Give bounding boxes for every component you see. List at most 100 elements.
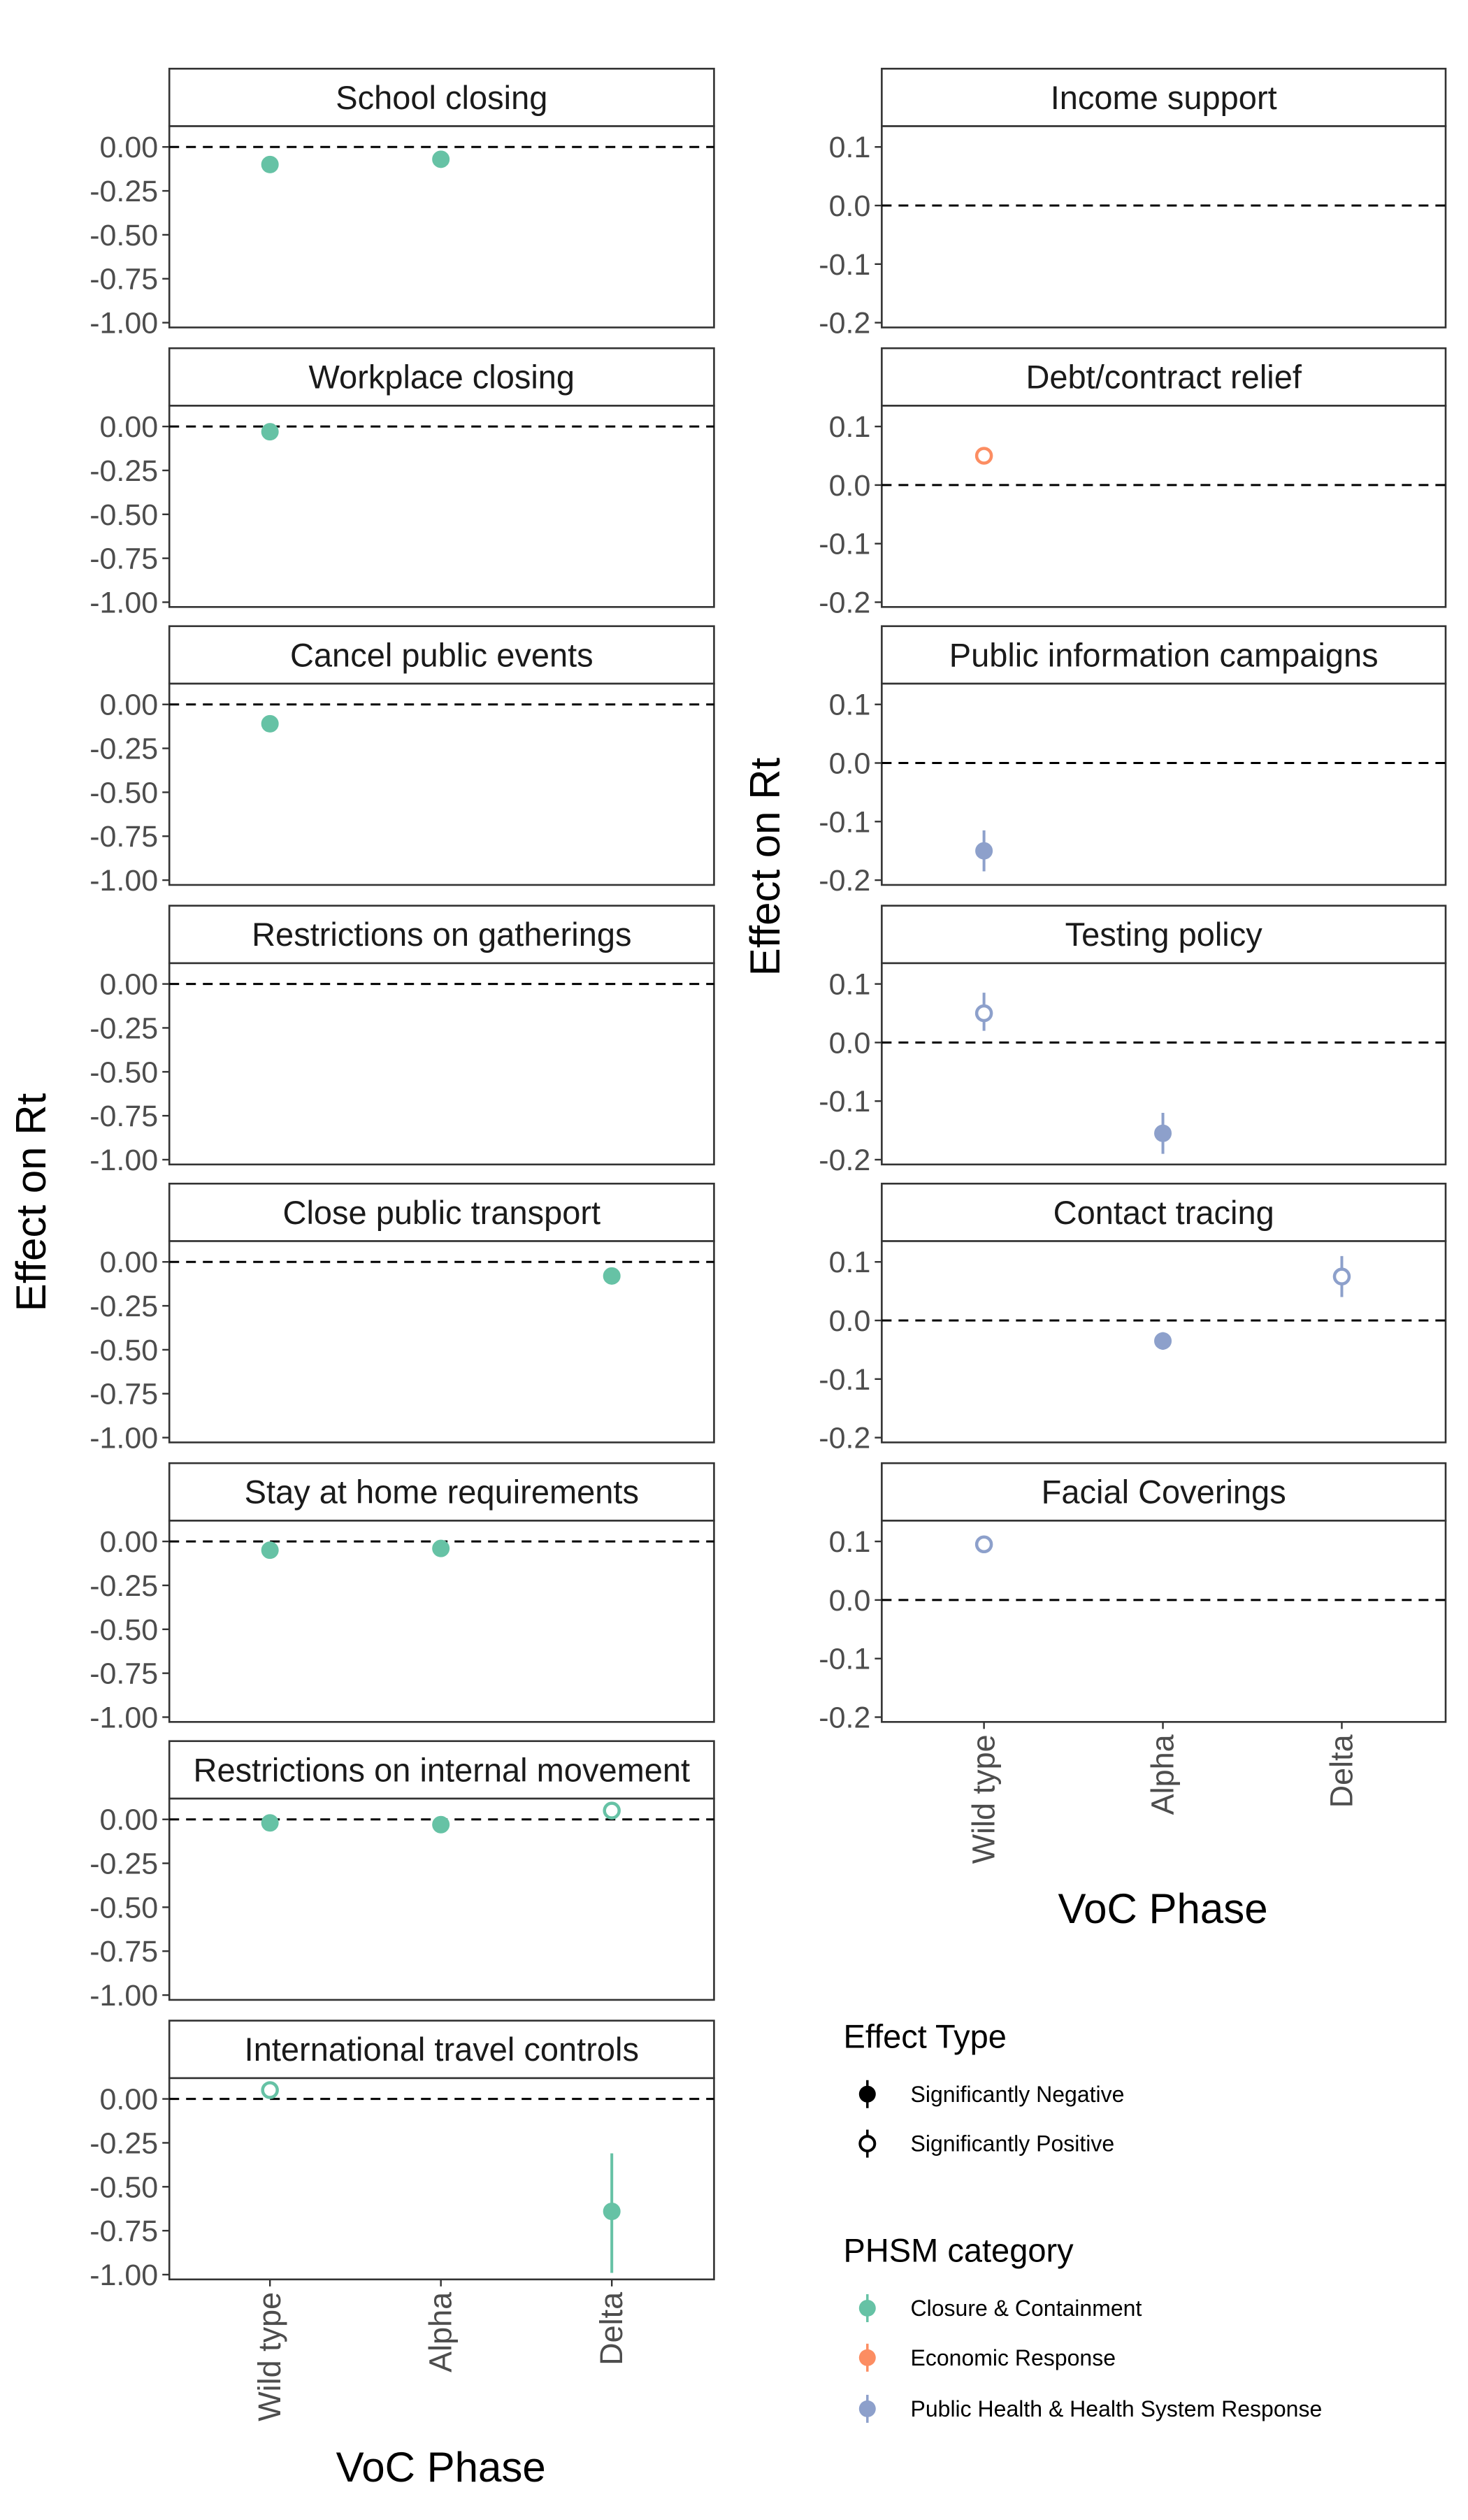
ytick-label-stay-at-home-requirements-4: -1.00 xyxy=(89,1701,158,1734)
panel-strip-testing-policy xyxy=(881,905,1447,965)
legend-label-public-health-health-system-response: Public Health & Health System Response xyxy=(911,2396,1323,2421)
legend-label-closure-containment: Closure & Containment xyxy=(911,2296,1142,2321)
panel-strip-income-support xyxy=(881,67,1447,127)
legend-label-significantly-positive: Significantly Positive xyxy=(911,2131,1115,2157)
ytick-label-cancel-public-events-0: 0.00 xyxy=(100,689,159,722)
panel-plot-close-public-transport xyxy=(168,1240,715,1443)
ytick-label-contact-tracing-1: 0.0 xyxy=(829,1304,871,1338)
panel-title-cancel-public-events: Cancel public events xyxy=(290,636,593,673)
ytick-label-stay-at-home-requirements-2: -0.50 xyxy=(89,1613,158,1647)
ytick-label-close-public-transport-3: -0.75 xyxy=(89,1378,158,1411)
point-close-public-transport-0 xyxy=(603,1267,621,1285)
legend-key-economic-response xyxy=(858,2349,876,2366)
panel-plot-facial-coverings xyxy=(881,1520,1447,1723)
ytick-label-income-support-1: 0.0 xyxy=(829,189,871,223)
panel-strip-school-closing xyxy=(168,67,715,127)
panel-title-restrictions-on-gatherings: Restrictions on gatherings xyxy=(252,916,631,953)
ytick-label-testing-policy-2: -0.1 xyxy=(819,1085,870,1118)
ytick-label-restrictions-on-gatherings-4: -1.00 xyxy=(89,1144,158,1177)
ytick-label-debt-contract-relief-2: -0.1 xyxy=(819,528,870,561)
right-ylabel: Effect on Rt xyxy=(742,757,789,976)
ytick-label-school-closing-1: -0.25 xyxy=(89,175,158,208)
ytick-label-debt-contract-relief-1: 0.0 xyxy=(829,469,871,503)
panel-title-stay-at-home-requirements: Stay at home requirements xyxy=(245,1474,639,1511)
ytick-label-close-public-transport-1: -0.25 xyxy=(89,1290,158,1323)
xtick-label-right-alpha: Alpha xyxy=(1145,1734,1181,1815)
ytick-label-income-support-3: -0.2 xyxy=(819,307,870,340)
ytick-label-public-information-campaigns-0: 0.1 xyxy=(829,689,871,722)
panel-title-contact-tracing: Contact tracing xyxy=(1053,1194,1274,1231)
ytick-label-school-closing-4: -1.00 xyxy=(89,307,158,340)
right-xlabel: VoC Phase xyxy=(1058,1885,1267,1932)
ytick-label-restrictions-on-gatherings-2: -0.50 xyxy=(89,1056,158,1089)
panel-plot-restrictions-on-gatherings xyxy=(168,962,715,1166)
legend-label-significantly-negative: Significantly Negative xyxy=(911,2082,1125,2107)
ytick-label-income-support-2: -0.1 xyxy=(819,248,870,282)
legend-key-significantly-negative xyxy=(858,2085,876,2103)
legend-label-economic-response: Economic Response xyxy=(911,2345,1116,2370)
ytick-label-restrictions-on-gatherings-1: -0.25 xyxy=(89,1011,158,1045)
panel-strip-restrictions-on-gatherings xyxy=(168,905,715,965)
panel-title-facial-coverings: Facial Coverings xyxy=(1042,1474,1286,1511)
xtick-label-left-alpha: Alpha xyxy=(423,2291,459,2373)
point-public-information-campaigns-0 xyxy=(975,842,993,860)
panel-plot-public-information-campaigns xyxy=(881,682,1447,886)
ytick-label-restrictions-on-internal-movement-1: -0.25 xyxy=(89,1848,158,1881)
xtick-label-left-delta: Delta xyxy=(593,2291,629,2366)
ytick-label-facial-coverings-3: -0.2 xyxy=(819,1701,870,1734)
point-international-travel-controls-0 xyxy=(261,2081,279,2099)
panel-title-school-closing: School closing xyxy=(336,79,547,116)
point-contact-tracing-1 xyxy=(1332,1267,1351,1286)
left-xlabel: VoC Phase xyxy=(336,2444,546,2491)
ytick-label-debt-contract-relief-3: -0.2 xyxy=(819,586,870,619)
panel-strip-international-travel-controls xyxy=(168,2019,715,2080)
ytick-label-restrictions-on-internal-movement-0: 0.00 xyxy=(100,1803,159,1837)
ytick-label-restrictions-on-internal-movement-4: -1.00 xyxy=(89,1979,158,2013)
ytick-label-cancel-public-events-2: -0.50 xyxy=(89,776,158,809)
ytick-label-close-public-transport-2: -0.50 xyxy=(89,1334,158,1367)
point-school-closing-0 xyxy=(261,155,279,173)
ytick-label-public-information-campaigns-3: -0.2 xyxy=(819,864,870,898)
ytick-label-school-closing-3: -0.75 xyxy=(89,263,158,296)
panel-strip-stay-at-home-requirements xyxy=(168,1462,715,1522)
panel-title-debt-contract-relief: Debt/contract relief xyxy=(1026,359,1302,396)
panel-plot-income-support xyxy=(881,125,1447,329)
panel-title-restrictions-on-internal-movement: Restrictions on internal movement xyxy=(194,1751,691,1788)
panel-title-public-information-campaigns: Public information campaigns xyxy=(949,636,1379,673)
xtick-label-right-wild-type: Wild type xyxy=(966,1734,1002,1864)
point-stay-at-home-requirements-0 xyxy=(261,1541,279,1560)
ytick-label-stay-at-home-requirements-3: -0.75 xyxy=(89,1657,158,1691)
ytick-label-restrictions-on-gatherings-3: -0.75 xyxy=(89,1100,158,1133)
panel-plot-international-travel-controls xyxy=(168,2077,715,2281)
panel-plot-workplace-closing xyxy=(168,405,715,608)
ytick-label-debt-contract-relief-0: 0.1 xyxy=(829,410,871,444)
ytick-label-international-travel-controls-4: -1.00 xyxy=(89,2259,158,2292)
ytick-label-workplace-closing-0: 0.00 xyxy=(100,410,159,444)
ytick-label-cancel-public-events-4: -1.00 xyxy=(89,864,158,898)
ytick-label-contact-tracing-0: 0.1 xyxy=(829,1246,871,1279)
point-school-closing-1 xyxy=(432,150,450,168)
ytick-label-close-public-transport-4: -1.00 xyxy=(89,1422,158,1455)
ytick-label-school-closing-0: 0.00 xyxy=(100,131,159,164)
point-international-travel-controls-1 xyxy=(603,2202,621,2220)
panel-strip-cancel-public-events xyxy=(168,625,715,685)
point-testing-policy-0 xyxy=(974,1004,993,1023)
panel-title-income-support: Income support xyxy=(1051,79,1277,116)
ytick-label-income-support-0: 0.1 xyxy=(829,131,871,164)
point-facial-coverings-0 xyxy=(974,1535,993,1554)
ytick-label-workplace-closing-2: -0.50 xyxy=(89,498,158,532)
panel-strip-facial-coverings xyxy=(881,1462,1447,1522)
panel-plot-cancel-public-events xyxy=(168,682,715,886)
panel-title-testing-policy: Testing policy xyxy=(1065,916,1263,953)
ytick-label-testing-policy-0: 0.1 xyxy=(829,968,871,1002)
panel-strip-contact-tracing xyxy=(881,1182,1447,1242)
ytick-label-international-travel-controls-3: -0.75 xyxy=(89,2215,158,2248)
ytick-label-testing-policy-3: -0.2 xyxy=(819,1144,870,1177)
ytick-label-restrictions-on-internal-movement-2: -0.50 xyxy=(89,1891,158,1924)
ytick-label-workplace-closing-3: -0.75 xyxy=(89,542,158,576)
ytick-label-stay-at-home-requirements-1: -0.25 xyxy=(89,1569,158,1603)
panel-strip-restrictions-on-internal-movement xyxy=(168,1740,715,1800)
legend-key-public-health-health-system-response xyxy=(858,2400,876,2417)
